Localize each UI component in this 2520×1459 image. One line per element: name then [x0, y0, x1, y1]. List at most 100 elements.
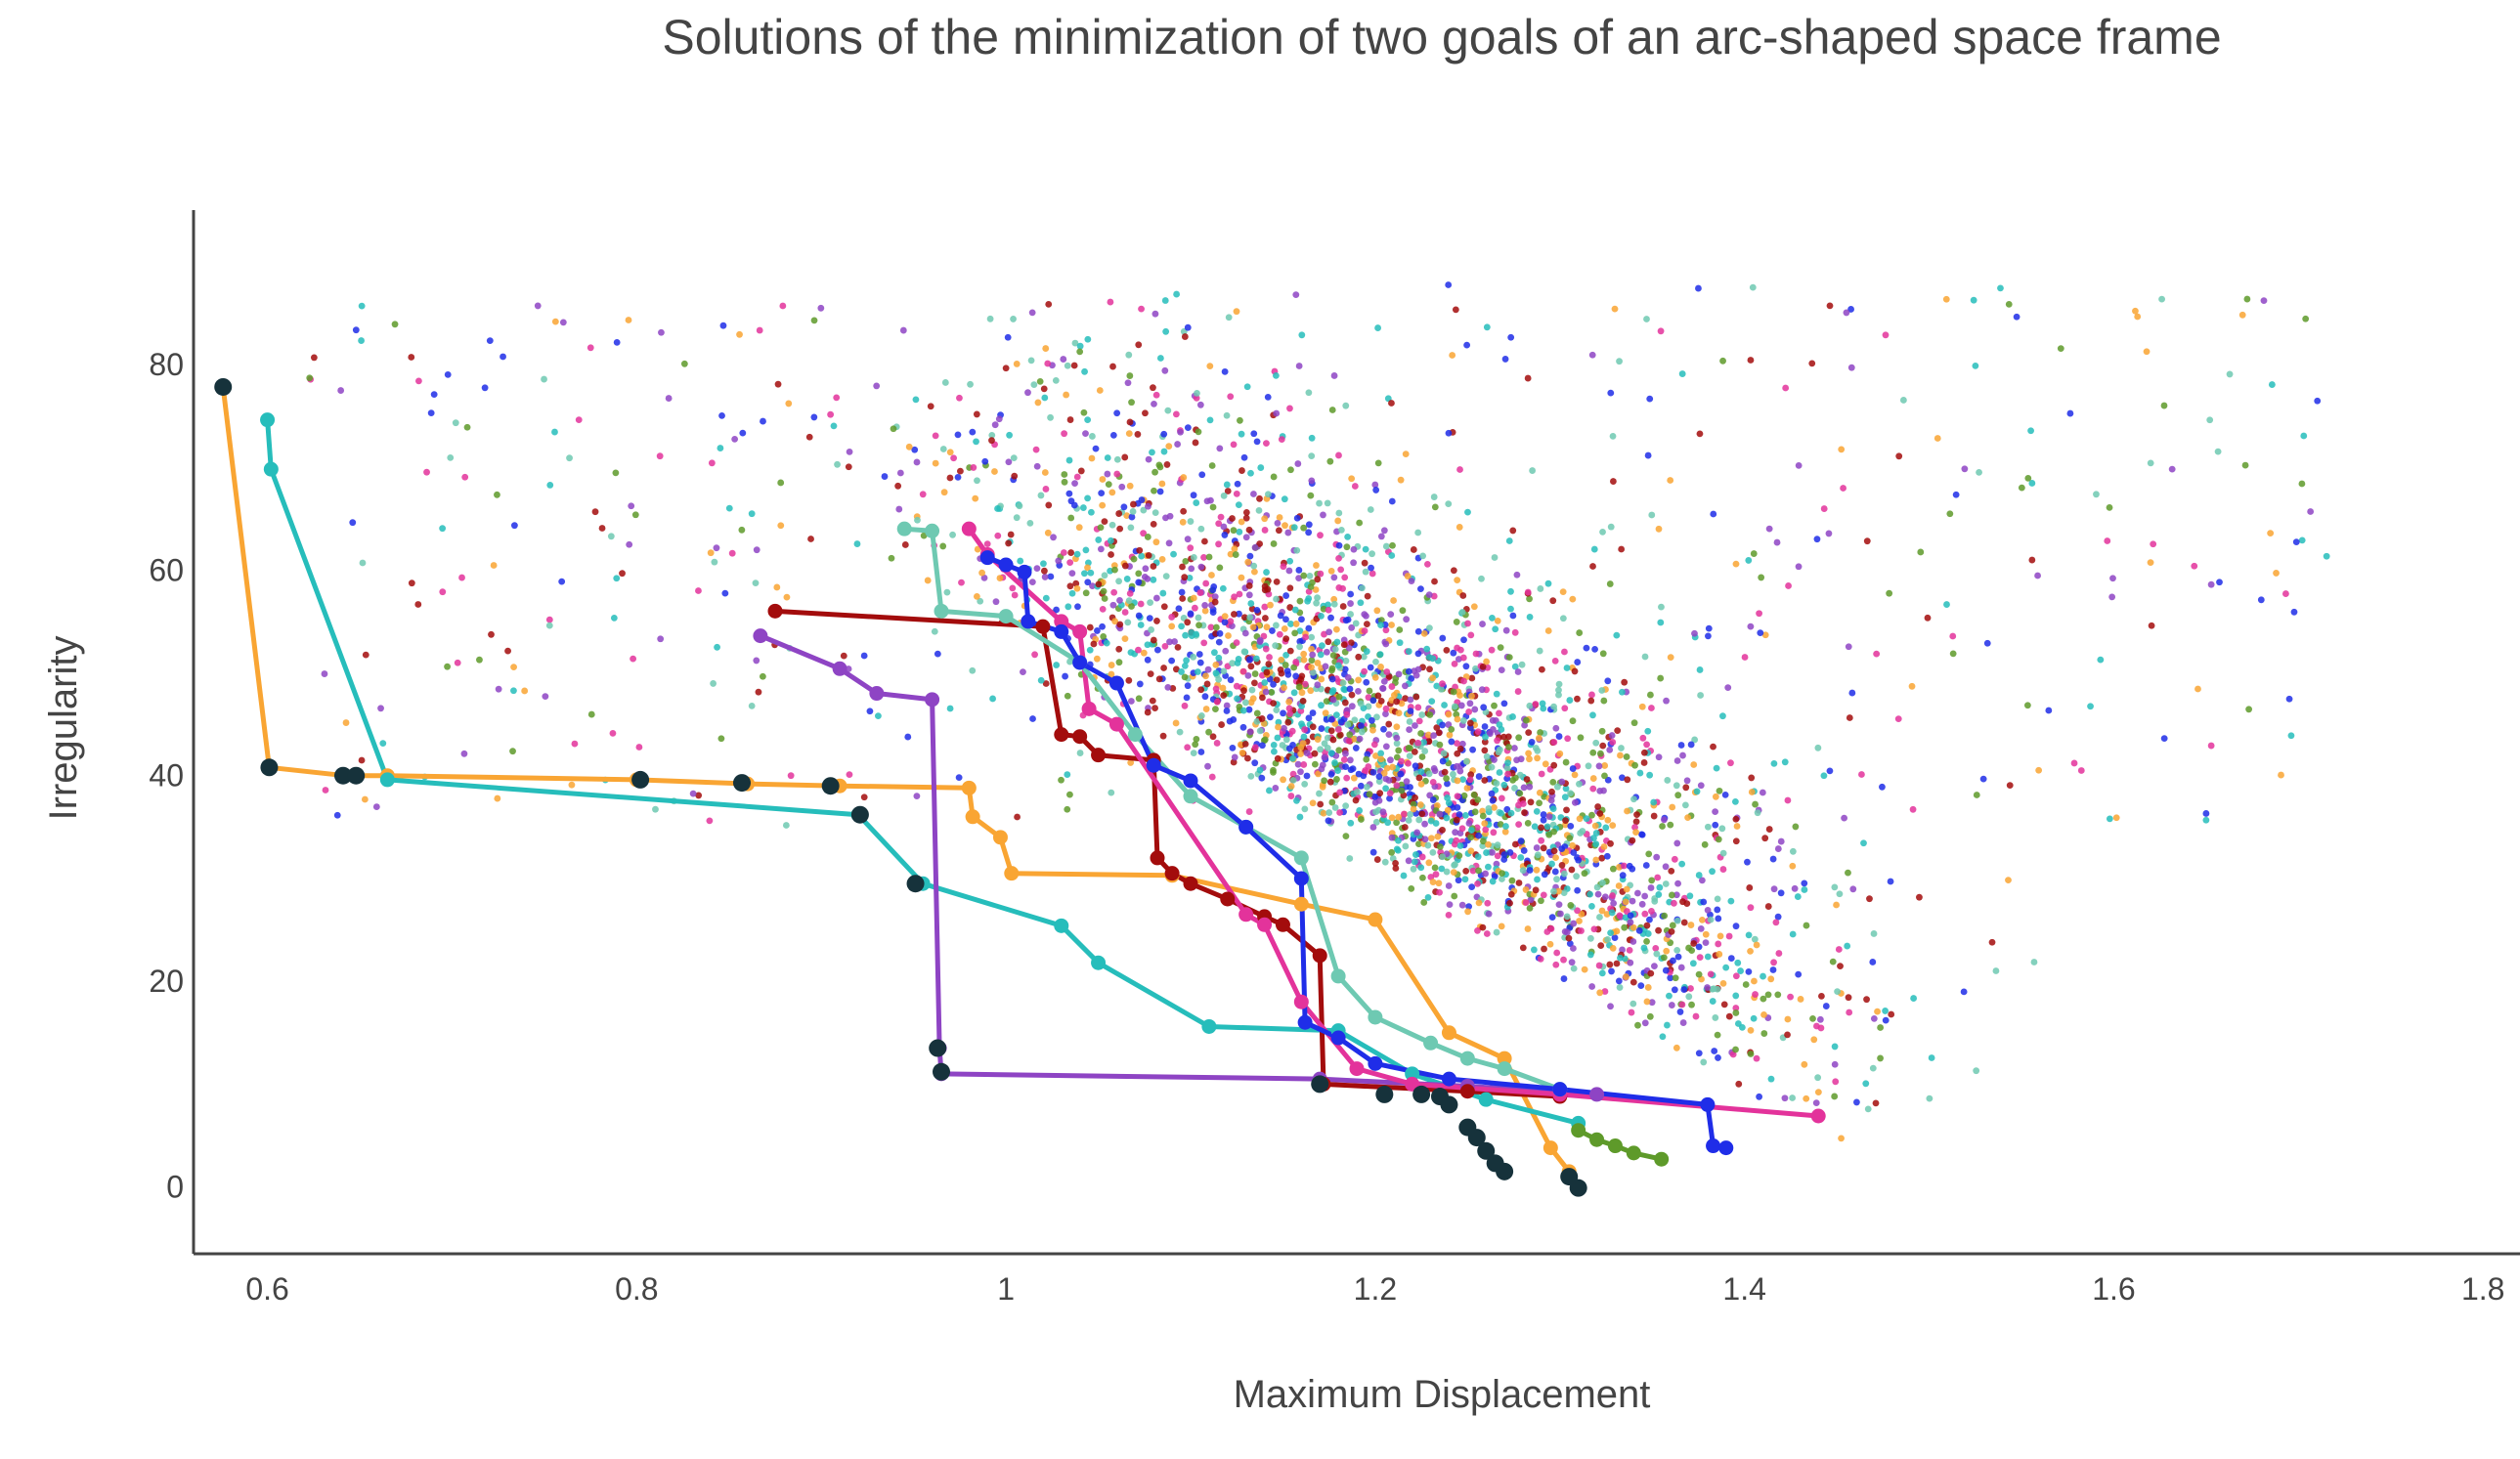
cloud-point [1845, 994, 1852, 1002]
cloud-point [1527, 896, 1535, 904]
y-axis-title: Irregularity [42, 636, 85, 821]
cloud-point [1608, 732, 1616, 739]
cloud-point [379, 740, 387, 748]
cloud-point [1295, 683, 1303, 691]
cloud-point [1327, 750, 1335, 757]
front-point [1035, 619, 1051, 634]
cloud-point [1749, 283, 1757, 291]
cloud-point [1761, 835, 1769, 842]
cloud-point [1028, 309, 1036, 317]
cloud-point [1615, 882, 1623, 889]
cloud-point [1011, 472, 1019, 480]
front-point [214, 377, 233, 396]
cloud-point [1458, 608, 1466, 616]
cloud-point [874, 712, 882, 720]
cloud-point [1320, 511, 1326, 519]
cloud-point [1662, 863, 1670, 871]
pareto-points [214, 377, 1826, 1197]
cloud-point [1439, 721, 1446, 729]
cloud-point [1474, 853, 1482, 861]
cloud-point [1147, 599, 1154, 607]
cloud-point [830, 422, 838, 430]
front-point [347, 766, 366, 785]
cloud-point [919, 491, 927, 498]
cloud-point [1128, 513, 1136, 521]
cloud-point [1417, 730, 1424, 737]
cloud-point [1362, 767, 1369, 774]
cloud-point [414, 601, 422, 608]
cloud-point [1521, 809, 1528, 816]
cloud-point [1042, 345, 1050, 352]
cloud-point [1983, 639, 1991, 647]
cloud-point [1833, 901, 1840, 909]
cloud-point [1329, 652, 1337, 660]
front-point [1423, 1035, 1439, 1051]
cloud-point [1411, 748, 1418, 755]
cloud-point [1760, 995, 1767, 1003]
cloud-point [1366, 791, 1373, 798]
cloud-point [1327, 567, 1335, 575]
cloud-point [1044, 529, 1052, 536]
cloud-point [753, 546, 760, 554]
cloud-point [1777, 889, 1785, 897]
cloud-point [631, 511, 639, 519]
cloud-point [853, 540, 861, 547]
cloud-point [1648, 511, 1656, 519]
cloud-point [1533, 866, 1541, 874]
cloud-point [1284, 718, 1292, 726]
cloud-point [1712, 1014, 1719, 1021]
cloud-point [510, 664, 517, 671]
cloud-point [1715, 915, 1722, 923]
cloud-point [1116, 621, 1124, 628]
cloud-point [1784, 1031, 1791, 1039]
cloud-point [1270, 540, 1278, 547]
cloud-point [1238, 518, 1245, 526]
cloud-point [1137, 622, 1145, 628]
cloud-point [1204, 762, 1211, 770]
cloud-point [1156, 488, 1164, 495]
cloud-point [1684, 814, 1692, 822]
cloud-point [1177, 428, 1184, 436]
cloud-point [1634, 1021, 1641, 1029]
cloud-point [1100, 632, 1108, 640]
cloud-point [1196, 659, 1204, 666]
front-point [1312, 948, 1327, 964]
cloud-point [1317, 746, 1325, 753]
cloud-point [1301, 780, 1309, 788]
cloud-point [1789, 847, 1797, 855]
cloud-point [1514, 668, 1522, 675]
cloud-point [1309, 709, 1317, 716]
cloud-point [1478, 575, 1485, 582]
cloud-point [1745, 931, 1753, 939]
cloud-point [1308, 452, 1316, 460]
cloud-point [1542, 760, 1549, 768]
cloud-point [1673, 757, 1681, 764]
cloud-point [969, 666, 977, 674]
cloud-point [946, 449, 954, 456]
cloud-point [1367, 506, 1374, 513]
cloud-point [490, 562, 498, 569]
cloud-point [1405, 745, 1412, 751]
cloud-point [1233, 490, 1240, 497]
cloud-point [896, 469, 904, 477]
cloud-point [1200, 554, 1207, 561]
cloud-point [1470, 792, 1478, 798]
cloud-point [1474, 728, 1482, 736]
cloud-point [1801, 886, 1808, 893]
cloud-point [1656, 883, 1664, 891]
cloud-point [1546, 940, 1554, 948]
cloud-point [1502, 823, 1509, 830]
cloud-point [1683, 777, 1691, 785]
cloud-point [1550, 739, 1558, 746]
cloud-point [1647, 969, 1655, 977]
cloud-point [1201, 693, 1209, 701]
cloud-point [1120, 503, 1128, 511]
cloud-point [1356, 807, 1364, 814]
cloud-point [1826, 767, 1834, 775]
cloud-point [1135, 579, 1143, 586]
cloud-point [1173, 290, 1181, 298]
cloud-point [1382, 710, 1389, 717]
cloud-point [1174, 643, 1182, 651]
cloud-point [454, 659, 461, 666]
cloud-point [1385, 777, 1393, 784]
